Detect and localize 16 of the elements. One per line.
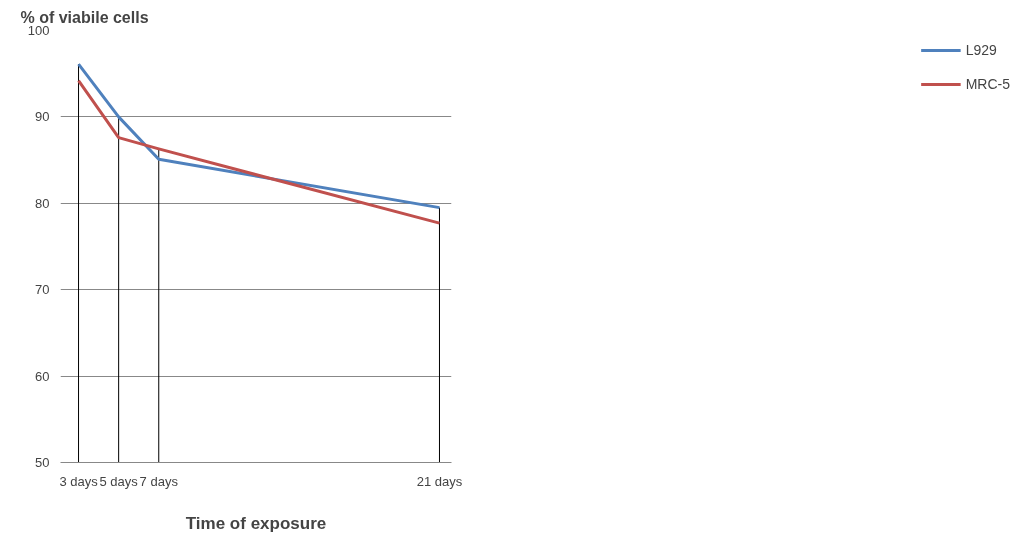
y-axis-title: % of viabile cells bbox=[20, 8, 149, 26]
y-tick-label: 80 bbox=[35, 195, 50, 211]
y-tick-label: 100 bbox=[27, 23, 50, 38]
line-series bbox=[77, 79, 441, 225]
line-series bbox=[77, 62, 441, 210]
legend-label: L929 bbox=[965, 42, 997, 58]
y-tick-label: 50 bbox=[35, 455, 50, 470]
x-axis-title: Time of exposure bbox=[185, 513, 327, 533]
x-tick-label: 21 days bbox=[416, 473, 463, 489]
x-tick-label: 7 days bbox=[139, 473, 179, 489]
x-tick-label: 5 days bbox=[99, 473, 139, 489]
y-tick-label: 70 bbox=[35, 282, 50, 298]
x-tick-label: 3 days bbox=[59, 473, 99, 489]
y-tick-label: 90 bbox=[35, 109, 50, 125]
y-tick-label: 60 bbox=[35, 368, 50, 384]
legend-label: MRC-5 bbox=[965, 76, 1010, 92]
